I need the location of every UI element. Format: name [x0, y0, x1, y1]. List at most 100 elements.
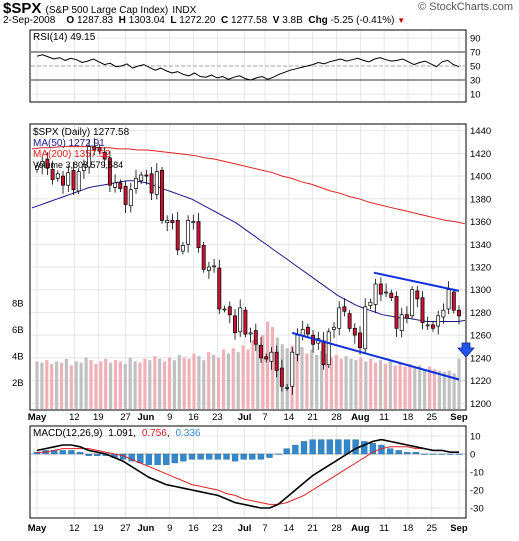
price-tick-label: 1220: [470, 376, 491, 387]
candle-body: [321, 340, 326, 366]
macd-legend-signal: 0.756: [142, 428, 167, 439]
x-axis-label: 9: [167, 412, 172, 423]
ma50-line: [31, 180, 466, 322]
candlestick: [134, 169, 138, 194]
quote-line: 2-Sep-2008 O 1287.83 H 1303.04 L 1272.20…: [3, 15, 405, 26]
volume-bar: [329, 357, 333, 409]
candlestick: [441, 303, 446, 324]
candle-body: [285, 387, 290, 389]
candlestick: [446, 281, 451, 315]
x-axis-label: 27: [120, 523, 131, 534]
trendline: [291, 331, 460, 381]
volume-bar: [334, 354, 338, 409]
candlestick: [139, 171, 144, 185]
volume-bar: [148, 360, 152, 409]
candle-body: [326, 331, 331, 366]
candlestick: [373, 278, 378, 313]
x-axis-label: Sep: [450, 412, 468, 423]
macd-histogram-bar: [154, 453, 161, 465]
candle-body: [248, 332, 253, 335]
volume-bar: [413, 368, 417, 409]
volume-bar: [447, 370, 451, 409]
candlestick: [384, 283, 388, 298]
candlestick: [97, 144, 102, 155]
x-axis-label: 16: [188, 412, 199, 423]
volume-bar: [236, 352, 240, 409]
volume-bar: [99, 361, 103, 409]
rsi-panel: RSI(14) 49.15 90 70 50 30 10: [29, 29, 481, 103]
volume-bar: [310, 349, 314, 409]
open-value: 1287.83: [76, 15, 114, 26]
candlestick: [66, 165, 71, 192]
candle-body: [35, 165, 39, 170]
volume-bar: [69, 365, 73, 409]
candlestick: [399, 307, 404, 338]
macd-legend-value: 1.091: [108, 428, 133, 439]
candle-body: [134, 178, 138, 189]
volume-bar: [418, 365, 422, 409]
candle-body: [165, 220, 170, 224]
candlestick: [394, 291, 399, 337]
candlestick: [128, 182, 133, 213]
volume-bar: [192, 353, 196, 409]
x-axis-label: 11: [379, 523, 389, 534]
candle-body: [71, 170, 76, 191]
candlestick: [389, 289, 394, 302]
candle-body: [102, 151, 107, 160]
high-label: H: [118, 15, 126, 26]
macd-histogram-bar: [188, 453, 196, 460]
x-axis-label: 9: [167, 523, 172, 534]
rsi-tick-label: 50: [470, 62, 481, 73]
macd-legend-label: MACD(12,26,9): [33, 428, 102, 439]
macd-tick-label: -30: [470, 504, 484, 515]
candlestick: [238, 299, 243, 337]
macd-histogram-bar: [76, 452, 84, 455]
candlestick: [285, 384, 290, 391]
candle-body: [373, 283, 378, 305]
candle-body: [201, 245, 206, 270]
candlestick: [102, 147, 107, 168]
candle-body: [425, 324, 430, 327]
candlestick: [50, 160, 55, 185]
candle-body: [378, 283, 383, 295]
candlestick: [149, 167, 154, 200]
candlestick: [113, 174, 118, 193]
volume-bar: [285, 348, 289, 409]
candlestick: [55, 170, 60, 182]
rsi-tick-label: 10: [470, 90, 481, 101]
volume-bar: [207, 352, 211, 409]
candlestick: [165, 215, 170, 232]
candlestick: [352, 323, 357, 344]
candle-body: [217, 267, 222, 310]
x-axis-label: 19: [93, 523, 104, 534]
x-axis-label: 25: [426, 412, 437, 423]
x-axis-label: 18: [403, 412, 414, 423]
candle-body: [259, 345, 263, 359]
macd-histogram-bar: [274, 453, 282, 455]
candle-body: [206, 266, 211, 271]
candlestick: [107, 151, 112, 192]
macd-histogram-bar: [283, 448, 290, 455]
candlestick: [243, 306, 248, 338]
candlestick: [269, 347, 274, 370]
candlestick: [337, 301, 342, 336]
candle-body: [97, 147, 102, 152]
candle-body: [295, 334, 300, 355]
candle-body: [87, 146, 92, 168]
macd-histogram-bar: [223, 453, 230, 460]
price-legend-ma200: MA(200) 1357.52: [33, 149, 111, 160]
candlestick: [87, 139, 92, 174]
x-axis-label: Sep: [450, 523, 468, 534]
candle-body: [160, 170, 164, 221]
macd-histogram-bar: [249, 453, 256, 460]
volume-bar: [123, 364, 127, 409]
volume-bar: [398, 362, 402, 409]
x-axis-label: 12: [69, 412, 80, 423]
price-panel: $SPX (Daily) 1277.58 MA(50) 1272.91 MA(2…: [12, 123, 491, 411]
macd-histogram-bar: [145, 453, 153, 465]
candlestick: [457, 305, 461, 325]
volume-bar: [320, 350, 324, 409]
candlestick: [92, 138, 97, 156]
macd-histogram-bar: [85, 453, 92, 456]
